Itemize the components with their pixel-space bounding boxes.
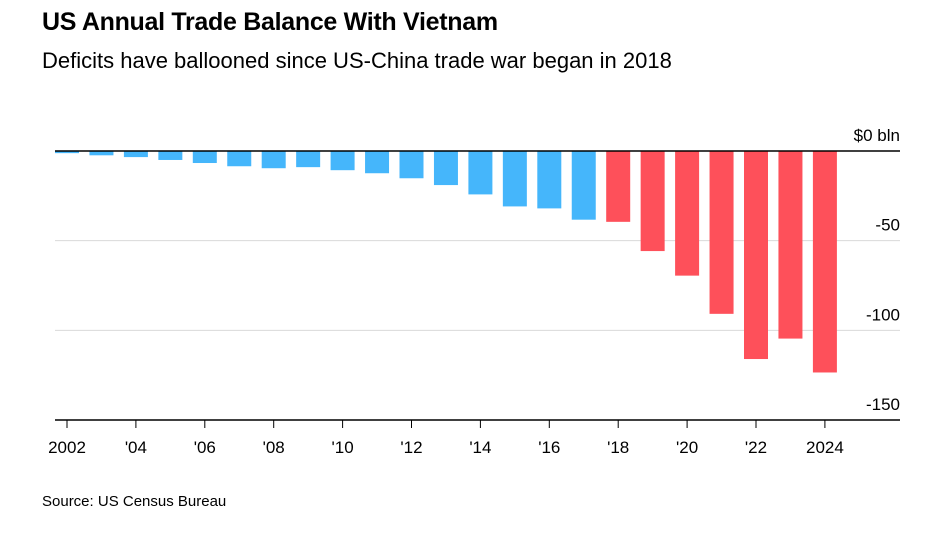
bar-2022: [744, 151, 768, 360]
bar-2014: [468, 151, 493, 195]
y-tick-label: -50: [875, 216, 900, 235]
bar-2006: [192, 151, 217, 164]
x-tick-label: '18: [607, 438, 629, 457]
x-tick-label: '12: [400, 438, 422, 457]
x-tick-label: '16: [538, 438, 560, 457]
bar-2009: [296, 151, 321, 168]
bar-2012: [399, 151, 424, 179]
bar-2018: [606, 151, 631, 222]
bar-2020: [675, 151, 700, 276]
y-tick-label: -100: [866, 305, 900, 324]
bars: [55, 151, 837, 373]
bar-2016: [537, 151, 562, 209]
x-tick-label: '14: [469, 438, 491, 457]
chart-title: US Annual Trade Balance With Vietnam: [42, 8, 498, 36]
bar-2010: [330, 151, 355, 171]
x-tick-label: '10: [332, 438, 354, 457]
chart-subtitle: Deficits have ballooned since US-China t…: [42, 48, 672, 73]
bar-2019: [640, 151, 665, 252]
x-tick-label: '06: [194, 438, 216, 457]
bar-2005: [158, 151, 183, 160]
bar-2011: [365, 151, 390, 174]
x-axis-labels: 2002 '04 '06 '08 '10 '12 '14 '16 '18 '20 '22 2024: [48, 438, 844, 457]
axes: [55, 150, 900, 428]
bar-2007: [227, 151, 252, 167]
gridlines: [55, 240, 900, 331]
y-tick-label: $0 bln: [854, 126, 900, 145]
y-tick-label: -150: [866, 395, 900, 414]
x-tick-label: 2024: [806, 438, 844, 457]
bar-2021: [709, 151, 734, 314]
bar-2003: [89, 151, 114, 156]
bar-2023: [778, 151, 803, 339]
x-tick-label: '20: [676, 438, 698, 457]
source-note: Source: US Census Bureau: [42, 493, 227, 510]
bar-2008: [261, 151, 286, 169]
bar-2013: [433, 151, 458, 186]
x-tick-label: 2002: [48, 438, 86, 457]
bar-2017: [571, 151, 596, 220]
bar-2002: [55, 151, 79, 154]
bar-2004: [123, 151, 148, 158]
y-axis-labels: $0 bln -50 -100 -150: [854, 126, 900, 414]
bar-2015: [502, 151, 527, 207]
x-tick-label: '04: [125, 438, 147, 457]
x-tick-label: '08: [263, 438, 285, 457]
bar-2024: [812, 151, 837, 373]
x-tick-label: '22: [745, 438, 767, 457]
